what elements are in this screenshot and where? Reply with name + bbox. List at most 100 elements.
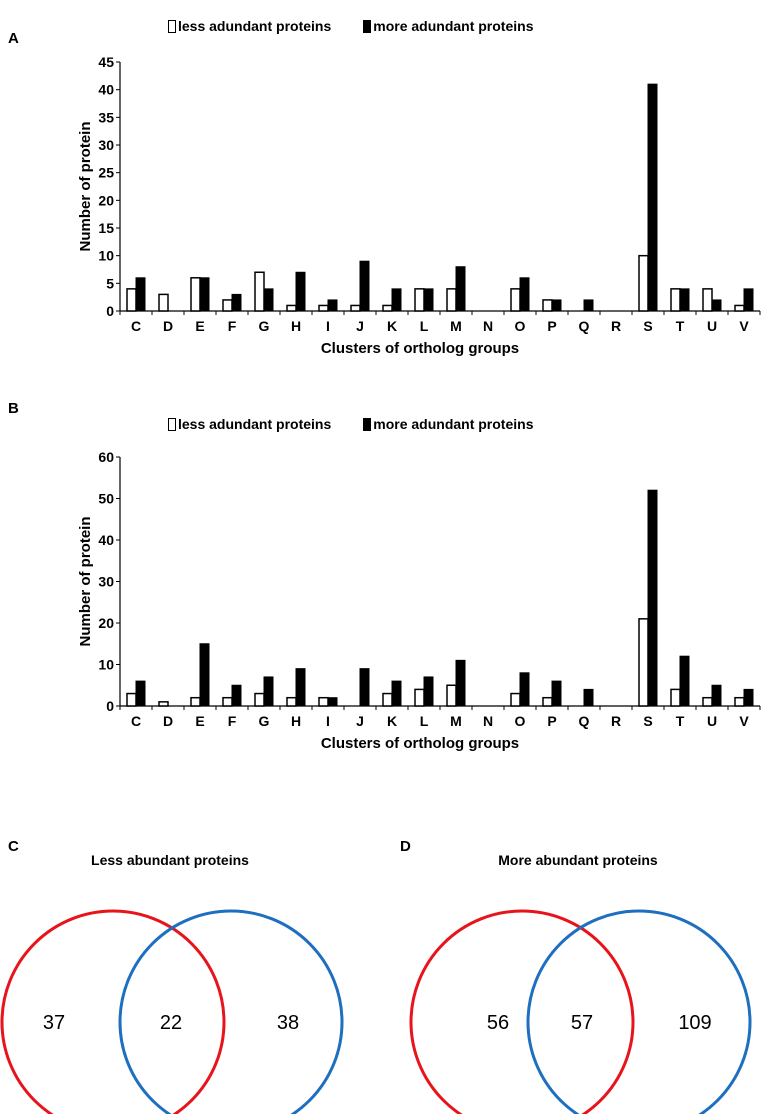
venn-count-right-only: 38 — [277, 1012, 299, 1034]
bar-less-O — [510, 692, 521, 707]
y-tick-label: 5 — [106, 275, 114, 291]
bar-less-H — [286, 304, 297, 312]
y-tick-label: 25 — [98, 165, 114, 181]
bar-less-F — [222, 696, 233, 707]
bar-less-K — [382, 304, 393, 312]
bar-less-L — [414, 288, 425, 312]
legend-a: less adundant proteins more adundant pro… — [168, 18, 533, 34]
bar-more-J — [359, 260, 370, 312]
y-tick-label: 20 — [98, 615, 114, 631]
y-tick-label: 30 — [98, 574, 114, 590]
y-tick-label: 60 — [98, 449, 114, 465]
bar-more-S — [647, 489, 658, 707]
y-tick-label: 35 — [98, 109, 114, 125]
bar-less-K — [382, 692, 393, 707]
bar-more-V — [743, 688, 754, 707]
bar-less-S — [638, 254, 649, 312]
y-tick-label: 30 — [98, 137, 114, 153]
bar-more-I — [327, 299, 338, 312]
bar-less-E — [190, 277, 201, 312]
x-tick-label: G — [259, 713, 270, 729]
x-tick-label: J — [356, 713, 364, 729]
bar-more-U — [711, 299, 722, 312]
bar-less-M — [446, 684, 457, 707]
bar-more-V — [743, 288, 754, 312]
x-tick-label: T — [676, 318, 685, 334]
venn-count-left-only: 56 — [487, 1012, 509, 1034]
bar-less-M — [446, 288, 457, 312]
bar-less-T — [670, 688, 681, 707]
bar-less-P — [542, 299, 553, 312]
y-tick-label: 20 — [98, 192, 114, 208]
venn-d: 56 57 109 — [409, 909, 752, 1114]
bar-more-T — [679, 655, 690, 707]
venn-count-both: 57 — [571, 1012, 593, 1034]
venn-circle-left — [0, 909, 226, 1114]
bar-more-K — [391, 680, 402, 707]
x-tick-label: Q — [579, 713, 590, 729]
y-axis-label: Number of protein — [77, 122, 94, 252]
x-tick-label: N — [483, 318, 493, 334]
x-tick-label: L — [420, 318, 429, 334]
chart-b: 0 10 20 30 40 50 60 C D E F G H I J K L M N O P Q R S T U V Cluster… — [77, 449, 761, 752]
y-axis-label: Number of protein — [77, 517, 94, 647]
legend-swatch-more — [363, 417, 372, 431]
x-axis-label: Clusters of ortholog groups — [321, 735, 519, 752]
bar-less-O — [510, 288, 521, 312]
bar-more-P — [551, 299, 562, 312]
x-tick-label: O — [515, 318, 526, 334]
bar-less-C — [126, 692, 137, 707]
x-tick-label: K — [387, 318, 397, 334]
x-tick-label: H — [291, 318, 301, 334]
bar-more-H — [295, 668, 306, 707]
venn-c: 37 22 38 — [0, 909, 344, 1114]
bar-more-G — [263, 288, 274, 312]
x-tick-label: M — [450, 318, 462, 334]
x-tick-label: C — [131, 713, 141, 729]
bar-less-T — [670, 288, 681, 312]
venn-count-both: 22 — [160, 1012, 182, 1034]
x-axis-label: Clusters of ortholog groups — [321, 340, 519, 357]
bar-more-O — [519, 672, 530, 707]
y-tick-label: 10 — [98, 248, 114, 264]
x-tick-label: K — [387, 713, 397, 729]
x-tick-label: O — [515, 713, 526, 729]
legend-b: less adundant proteins more adundant pro… — [168, 416, 533, 432]
x-tick-label: P — [547, 318, 556, 334]
x-tick-label: M — [450, 713, 462, 729]
x-tick-label: H — [291, 713, 301, 729]
bar-less-D — [158, 293, 169, 312]
x-tick-label: R — [611, 318, 621, 334]
y-tick-label: 0 — [106, 303, 114, 319]
x-tick-label: D — [163, 713, 173, 729]
bar-more-J — [359, 668, 370, 707]
y-tick-label: 0 — [106, 698, 114, 714]
x-tick-label: R — [611, 713, 621, 729]
y-tick-label: 15 — [98, 220, 114, 236]
bar-less-L — [414, 688, 425, 707]
bar-more-F — [231, 293, 242, 312]
bar-less-S — [638, 618, 649, 707]
panel-label-c: C — [8, 838, 19, 855]
bar-less-V — [734, 696, 745, 707]
venn-circle-right — [118, 909, 344, 1114]
legend-swatch-less — [168, 417, 176, 431]
x-tick-label: C — [131, 318, 141, 334]
legend-swatch-more — [363, 19, 372, 33]
y-tick-label: 10 — [98, 657, 114, 673]
bar-more-C — [135, 277, 146, 312]
bar-less-I — [318, 304, 329, 312]
venn-title-d: More abundant proteins — [498, 852, 658, 868]
bar-less-D — [158, 701, 169, 707]
bar-more-I — [327, 697, 338, 707]
x-tick-label: U — [707, 318, 717, 334]
venn-count-left-only: 37 — [43, 1012, 65, 1034]
bar-more-H — [295, 271, 306, 312]
x-tick-label: D — [163, 318, 173, 334]
bar-less-H — [286, 696, 297, 707]
legend-label-more: more adundant proteins — [373, 18, 534, 34]
bar-less-G — [254, 271, 265, 312]
bar-more-O — [519, 277, 530, 312]
bar-more-G — [263, 676, 274, 707]
x-tick-label: E — [195, 713, 204, 729]
